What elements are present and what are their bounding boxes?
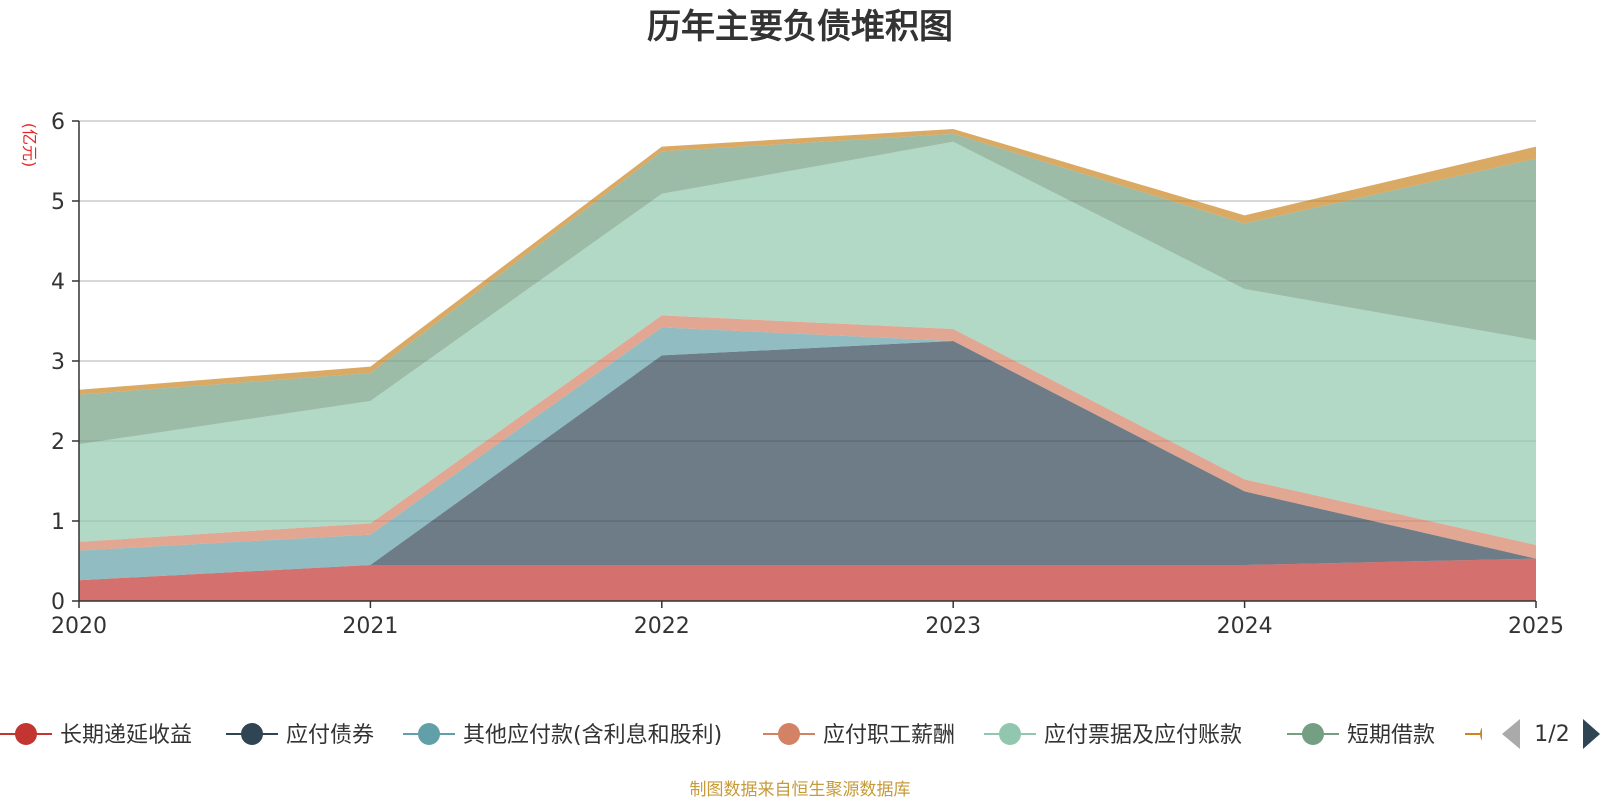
x-tick-label: 2020 xyxy=(51,614,107,639)
y-tick-label: 1 xyxy=(51,510,65,535)
area-series xyxy=(79,129,1536,601)
legend-label: 短期借款 xyxy=(1347,723,1435,748)
area-series-2 xyxy=(79,327,1536,581)
y-tick-label: 0 xyxy=(51,590,65,615)
legend-page-indicator: 1/2 xyxy=(1534,722,1569,747)
legend: 长期递延收益 应付债券 其他应付款(含利息和股利) 应付职工薪酬 应付票据及应付账款 短期… xyxy=(0,719,1600,749)
y-tick-label: 3 xyxy=(51,350,65,375)
legend-label: 应付债券 xyxy=(286,723,374,748)
legend-item[interactable]: 应付债券 xyxy=(226,723,374,748)
legend-label: 应付票据及应付账款 xyxy=(1044,723,1242,748)
y-tick-label: 6 xyxy=(51,110,65,135)
legend-circle-icon xyxy=(241,723,263,745)
legend-prev-arrow-icon[interactable] xyxy=(1502,719,1520,749)
x-tick-label: 2024 xyxy=(1217,614,1273,639)
legend-label: 应付职工薪酬 xyxy=(823,723,955,748)
axes: 0 1 2 3 4 5 6 2020 2021 2022 2023 2024 2025 xyxy=(51,110,1564,639)
area-series-0 xyxy=(79,558,1536,601)
y-tick-label: 4 xyxy=(51,270,65,295)
x-tick-label: 2022 xyxy=(634,614,690,639)
legend-circle-icon xyxy=(999,723,1021,745)
area-series-1 xyxy=(79,341,1536,581)
legend-item[interactable]: 其他应付款(含利息和股利) xyxy=(403,723,722,748)
legend-circle-icon xyxy=(418,723,440,745)
data-source-footer: 制图数据来自恒生聚源数据库 xyxy=(690,780,911,800)
y-axis-unit: (亿元) xyxy=(20,123,39,168)
legend-item[interactable] xyxy=(1465,723,1517,745)
area-series-6 xyxy=(79,129,1536,395)
legend-item[interactable]: 应付职工薪酬 xyxy=(763,723,955,748)
legend-items: 长期递延收益 应付债券 其他应付款(含利息和股利) 应付职工薪酬 应付票据及应付账款 短期… xyxy=(0,723,1517,748)
legend-item[interactable]: 长期递延收益 xyxy=(0,723,192,748)
chart-title: 历年主要负债堆积图 xyxy=(647,7,953,47)
x-tick-label: 2025 xyxy=(1508,614,1564,639)
legend-item[interactable]: 应付票据及应付账款 xyxy=(984,723,1242,748)
y-tick-label: 2 xyxy=(51,430,65,455)
legend-circle-icon xyxy=(778,723,800,745)
legend-label: 其他应付款(含利息和股利) xyxy=(463,723,722,748)
legend-item[interactable]: 短期借款 xyxy=(1287,723,1435,748)
area-series-5 xyxy=(79,133,1536,445)
legend-circle-icon xyxy=(15,723,37,745)
area-series-4 xyxy=(79,141,1536,546)
y-tick-label: 5 xyxy=(51,190,65,215)
legend-next-arrow-icon[interactable] xyxy=(1583,719,1600,749)
area-series-3 xyxy=(79,315,1536,559)
legend-circle-icon xyxy=(1302,723,1324,745)
legend-circle-icon xyxy=(1480,727,1482,741)
legend-label: 长期递延收益 xyxy=(60,723,192,748)
x-tick-label: 2021 xyxy=(342,614,398,639)
x-tick-label: 2023 xyxy=(925,614,981,639)
